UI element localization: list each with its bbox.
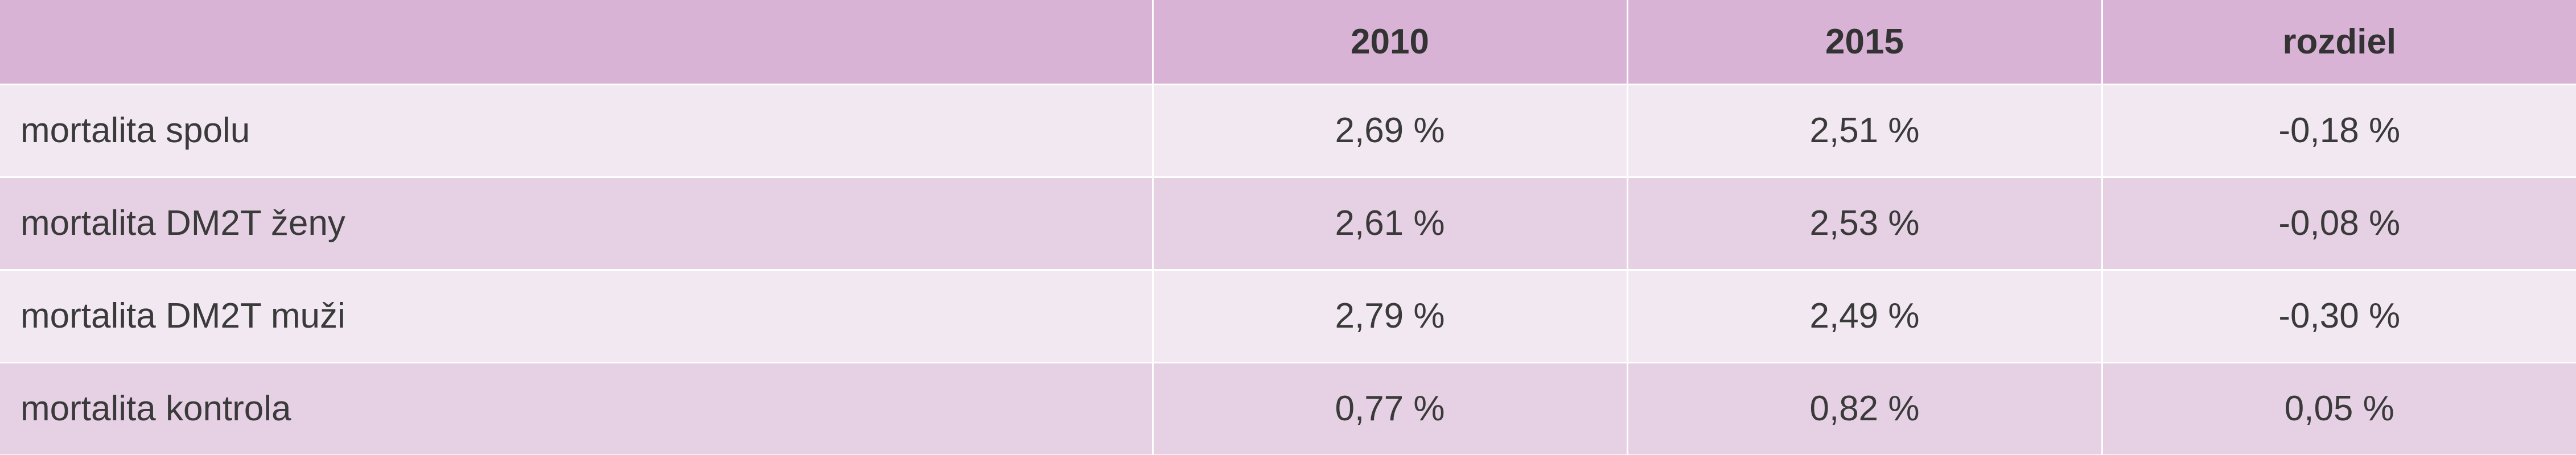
- value-2015: 2,49 %: [1627, 270, 2103, 363]
- value-difference: 0,05 %: [2102, 362, 2576, 455]
- value-difference: -0,30 %: [2102, 270, 2576, 363]
- table-row: mortalita DM2T ženy 2,61 % 2,53 % -0,08 …: [0, 177, 2576, 271]
- value-2010: 2,69 %: [1153, 84, 1628, 178]
- table-row: mortalita kontrola 0,77 % 0,82 % 0,05 %: [0, 362, 2576, 455]
- value-2015: 0,82 %: [1627, 362, 2103, 455]
- value-2015: 2,53 %: [1627, 177, 2103, 271]
- header-cell-difference: rozdiel: [2102, 0, 2576, 85]
- row-label: mortalita DM2T muži: [0, 270, 1154, 363]
- row-label: mortalita kontrola: [0, 362, 1154, 455]
- header-row: 2010 2015 rozdiel: [0, 0, 2576, 85]
- value-difference: -0,08 %: [2102, 177, 2576, 271]
- table-row: mortalita spolu 2,69 % 2,51 % -0,18 %: [0, 84, 2576, 178]
- header-cell-2010: 2010: [1153, 0, 1628, 85]
- table-body: mortalita spolu 2,69 % 2,51 % -0,18 % mo…: [0, 84, 2576, 455]
- value-difference: -0,18 %: [2102, 84, 2576, 178]
- value-2010: 2,61 %: [1153, 177, 1628, 271]
- table-row: mortalita DM2T muži 2,79 % 2,49 % -0,30 …: [0, 270, 2576, 363]
- row-label: mortalita spolu: [0, 84, 1154, 178]
- value-2010: 2,79 %: [1153, 270, 1628, 363]
- row-label: mortalita DM2T ženy: [0, 177, 1154, 271]
- table-header: 2010 2015 rozdiel: [0, 0, 2576, 85]
- value-2015: 2,51 %: [1627, 84, 2103, 178]
- value-2010: 0,77 %: [1153, 362, 1628, 455]
- header-cell-2015: 2015: [1627, 0, 2103, 85]
- header-cell-empty: [0, 0, 1154, 85]
